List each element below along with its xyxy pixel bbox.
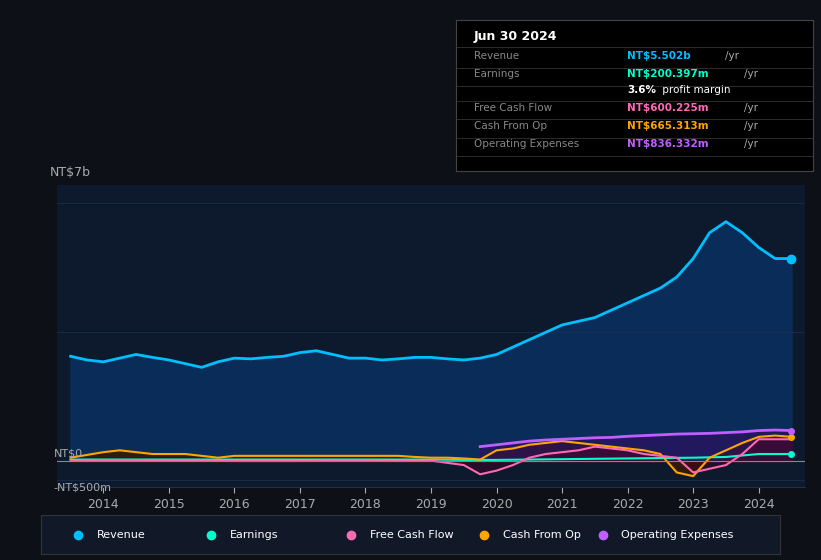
Text: Earnings: Earnings [474, 69, 519, 80]
Text: NT$7b: NT$7b [50, 166, 91, 179]
Text: -NT$500m: -NT$500m [53, 483, 112, 493]
Text: /yr: /yr [744, 139, 758, 149]
Text: NT$600.225m: NT$600.225m [627, 103, 709, 113]
Text: 3.6%: 3.6% [627, 85, 656, 95]
Text: Revenue: Revenue [97, 530, 145, 540]
Text: NT$5.502b: NT$5.502b [627, 52, 690, 62]
Text: Cash From Op: Cash From Op [502, 530, 580, 540]
Text: Operating Expenses: Operating Expenses [474, 139, 579, 149]
Text: NT$200.397m: NT$200.397m [627, 69, 709, 80]
Text: profit margin: profit margin [659, 85, 731, 95]
Text: NT$665.313m: NT$665.313m [627, 121, 709, 131]
Text: Operating Expenses: Operating Expenses [621, 530, 733, 540]
Text: Free Cash Flow: Free Cash Flow [474, 103, 552, 113]
Text: /yr: /yr [744, 69, 758, 80]
Text: NT$0: NT$0 [53, 449, 83, 459]
Text: Revenue: Revenue [474, 52, 519, 62]
Text: Cash From Op: Cash From Op [474, 121, 547, 131]
Text: Jun 30 2024: Jun 30 2024 [474, 30, 557, 43]
Text: /yr: /yr [744, 121, 758, 131]
Text: NT$836.332m: NT$836.332m [627, 139, 709, 149]
Text: Earnings: Earnings [230, 530, 278, 540]
Text: /yr: /yr [725, 52, 739, 62]
Text: /yr: /yr [744, 103, 758, 113]
Text: Free Cash Flow: Free Cash Flow [370, 530, 453, 540]
